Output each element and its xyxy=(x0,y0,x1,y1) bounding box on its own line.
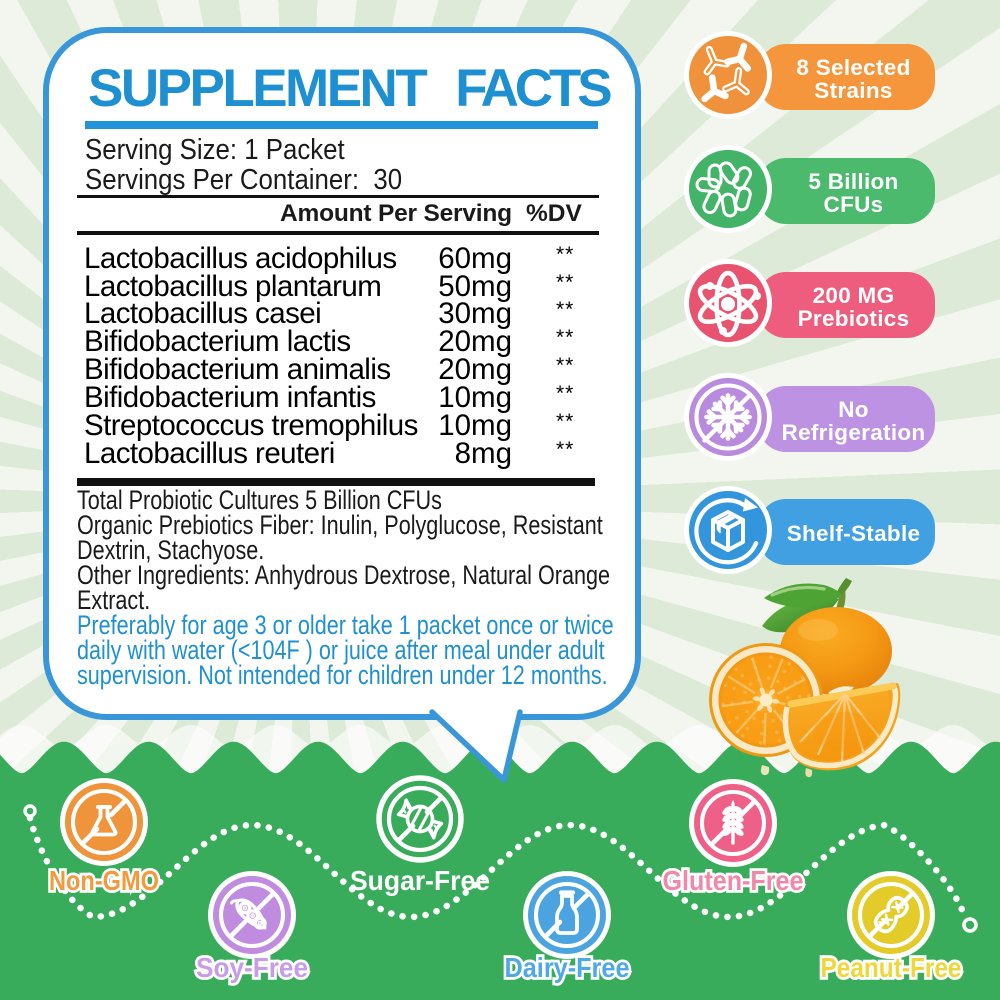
svg-text:Dairy-Free: Dairy-Free xyxy=(505,952,630,983)
svg-text:Peanut-Free: Peanut-Free xyxy=(821,952,962,983)
svg-text:Soy-Free: Soy-Free xyxy=(196,952,308,983)
svg-text:Sugar-Free: Sugar-Free xyxy=(350,865,490,896)
svg-text:Gluten-Free: Gluten-Free xyxy=(663,865,804,896)
svg-text:Non-GMO: Non-GMO xyxy=(49,865,159,896)
